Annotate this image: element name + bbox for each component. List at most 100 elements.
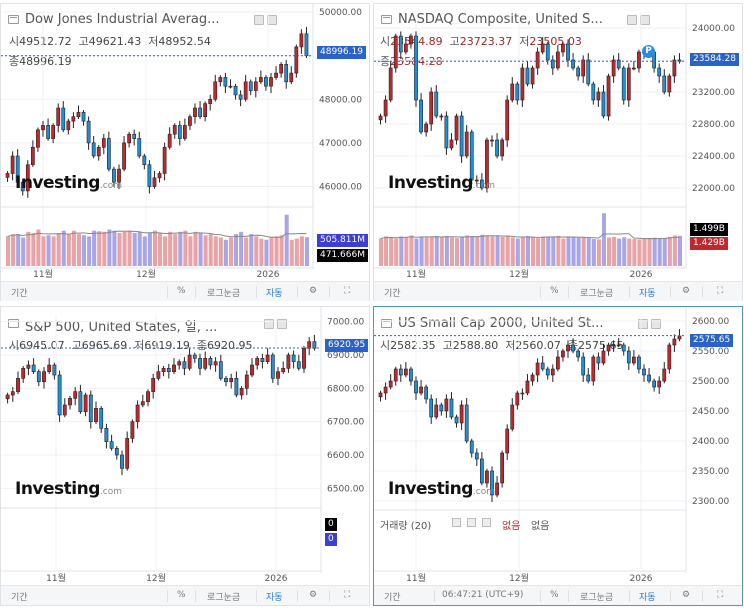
candle: [429, 87, 434, 131]
volume-bar: [480, 234, 485, 266]
candle: [117, 164, 121, 190]
price-chart[interactable]: 2300.00 2350.00 2400.00 2450.00 2500.00 2550.…: [374, 307, 742, 584]
event-marker-p[interactable]: P: [642, 45, 655, 58]
log-scale-button[interactable]: 로그눈금: [207, 593, 241, 603]
candle: [409, 33, 413, 49]
pane-header-icons: [638, 319, 661, 329]
volume-settings-icon[interactable]: [467, 518, 476, 527]
candle: [403, 37, 408, 55]
last-price-tag: 23584.28: [690, 53, 739, 66]
volume-bar: [677, 235, 682, 266]
candle: [26, 360, 31, 376]
gear-icon[interactable]: ⚙: [309, 286, 318, 296]
pane-menu-icon[interactable]: [381, 15, 392, 24]
candle: [192, 352, 197, 363]
volume-visibility-icon[interactable]: [452, 518, 461, 527]
candle: [291, 350, 296, 369]
chart-pane-dow[interactable]: Dow Jones Industrial Averag... 시49512.72…: [0, 3, 370, 301]
candle: [228, 79, 233, 89]
candle: [429, 394, 434, 424]
settings-icon[interactable]: [627, 15, 637, 25]
candle: [274, 66, 278, 80]
fullscreen-icon[interactable]: ⛶: [344, 590, 351, 600]
auto-scale-button[interactable]: 자동: [639, 593, 656, 603]
volume-bar: [576, 237, 581, 266]
chart-pane-smallcap[interactable]: US Small Cap 2000, United St... 시2582.35…: [373, 306, 743, 606]
fullscreen-icon[interactable]: ⛶: [717, 286, 724, 296]
y-tick-label: 2400.00: [692, 437, 729, 447]
auto-scale-button[interactable]: 자동: [266, 593, 283, 603]
volume-bar: [647, 238, 652, 266]
percent-button[interactable]: %: [550, 590, 559, 600]
volume-bar: [571, 237, 576, 266]
volume-bar: [515, 238, 520, 266]
period-button[interactable]: 기간: [384, 289, 401, 299]
candle: [459, 400, 464, 430]
candle: [383, 95, 388, 123]
price-chart[interactable]: 22000.0022400.0022800.0023200.0023600.00…: [374, 4, 742, 279]
candle: [576, 65, 581, 81]
close-icon[interactable]: [651, 319, 661, 329]
candle: [5, 392, 10, 404]
volume-bar: [137, 231, 142, 266]
volume-bar: [92, 230, 97, 266]
log-scale-button[interactable]: 로그눈금: [580, 593, 614, 603]
chart-pane-nasdaq[interactable]: NASDAQ Composite, United S... 시23544.89 …: [373, 3, 743, 301]
settings-icon[interactable]: [638, 319, 648, 329]
volume-close-icon[interactable]: [482, 518, 491, 527]
price-chart[interactable]: 6500.00 6600.00 6700.00 6800.00 6900.00 7000.…: [1, 307, 369, 584]
candle: [36, 127, 40, 152]
candle: [479, 173, 484, 191]
volume-bar: [455, 238, 460, 266]
candle: [535, 47, 540, 75]
y-tick-label: 2550.00: [692, 347, 729, 357]
y-tick-label: 50000.00: [319, 8, 362, 18]
period-button[interactable]: 기간: [11, 593, 28, 603]
volume-bar: [389, 237, 394, 266]
fullscreen-icon[interactable]: ⛶: [717, 590, 724, 600]
investing-logo: Investing.com: [15, 479, 122, 499]
candle: [581, 352, 586, 382]
period-button[interactable]: 기간: [384, 593, 401, 603]
percent-button[interactable]: %: [177, 286, 186, 296]
volume-bar: [269, 237, 274, 266]
x-tick-label: 12월: [509, 572, 529, 584]
gear-icon[interactable]: ⚙: [682, 590, 691, 600]
candle: [637, 354, 641, 374]
close-icon[interactable]: [277, 319, 287, 329]
settings-icon[interactable]: [264, 319, 274, 329]
y-tick-label: 6900.00: [327, 351, 364, 361]
candle: [485, 468, 489, 488]
candle: [469, 438, 474, 458]
auto-scale-button[interactable]: 자동: [639, 289, 656, 299]
volume-bar: [470, 236, 475, 266]
candle: [510, 398, 515, 432]
volume-bar: [188, 236, 193, 266]
candle: [265, 348, 270, 364]
chart-pane-sp500[interactable]: S&P 500, United States, 일, ... 시6945.07 …: [0, 306, 370, 606]
volume-bar: [87, 236, 92, 266]
gear-icon[interactable]: ⚙: [309, 590, 318, 600]
log-scale-button[interactable]: 로그눈금: [580, 289, 614, 299]
auto-scale-button[interactable]: 자동: [266, 289, 283, 299]
percent-button[interactable]: %: [550, 286, 559, 296]
candle: [177, 359, 182, 370]
candle: [248, 79, 253, 96]
fullscreen-icon[interactable]: ⛶: [344, 286, 351, 296]
percent-button[interactable]: %: [177, 590, 186, 600]
volume-bar: [612, 236, 617, 266]
volume-bar: [657, 238, 662, 266]
x-tick-label: 2026: [265, 574, 288, 584]
candle: [419, 380, 423, 396]
candle: [515, 390, 520, 410]
settings-icon[interactable]: [254, 15, 264, 25]
candle: [500, 137, 505, 161]
price-chart[interactable]: 46000.0047000.0048000.0049000.0050000.00…: [1, 4, 369, 279]
candle: [464, 398, 469, 444]
period-button[interactable]: 기간: [11, 289, 28, 299]
candle: [208, 356, 213, 370]
log-scale-button[interactable]: 로그눈금: [207, 289, 241, 299]
candle: [78, 384, 83, 414]
gear-icon[interactable]: ⚙: [682, 286, 691, 296]
pane-menu-icon[interactable]: [8, 15, 19, 24]
